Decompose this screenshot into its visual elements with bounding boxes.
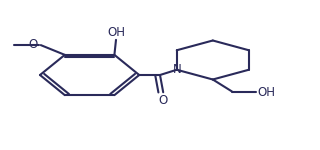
- Text: O: O: [28, 38, 38, 51]
- Text: O: O: [159, 94, 168, 108]
- Text: OH: OH: [258, 86, 276, 99]
- Text: N: N: [172, 63, 181, 76]
- Text: OH: OH: [107, 26, 125, 39]
